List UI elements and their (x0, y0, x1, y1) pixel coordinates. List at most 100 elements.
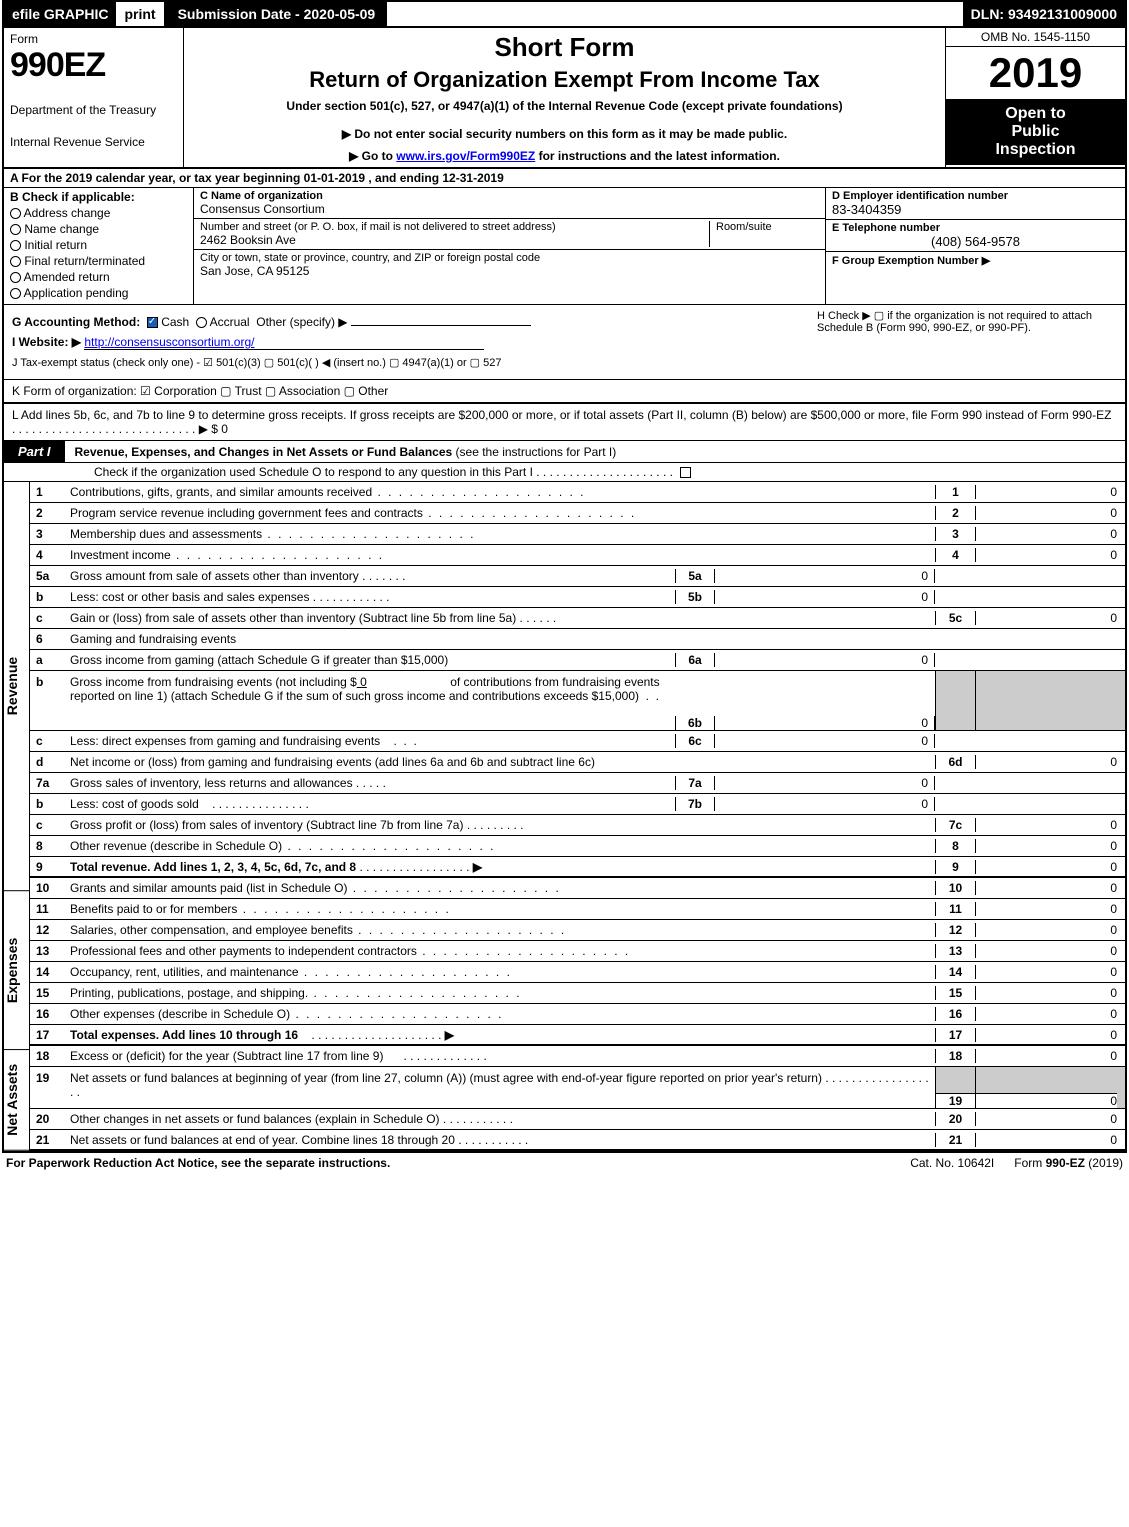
d-label: D Employer identification number (832, 190, 1008, 202)
part1-tab: Part I (4, 441, 65, 462)
c-addr-box: Number and street (or P. O. box, if mail… (194, 219, 825, 250)
col-b: B Check if applicable: Address change Na… (4, 188, 194, 304)
b-header: B Check if applicable: (10, 190, 187, 204)
cat-no: Cat. No. 10642I (890, 1156, 1014, 1170)
col-c: C Name of organization Consensus Consort… (194, 188, 825, 304)
tax-year: 2019 (946, 47, 1125, 99)
part1-check: Check if the organization used Schedule … (4, 463, 1125, 482)
i-line: I Website: ▶ http://consensusconsortium.… (12, 335, 1117, 350)
sidebar-netassets: Net Assets (4, 1050, 29, 1151)
sidebar: Revenue Expenses Net Assets (4, 482, 30, 1151)
row-11: 11 Benefits paid to or for members 11 0 (30, 899, 1125, 920)
print-button[interactable]: print (116, 2, 165, 26)
arrow-icon: ▶ (445, 1028, 458, 1042)
form-word: Form (10, 32, 177, 46)
room-suite: Room/suite (709, 221, 819, 247)
sidebar-revenue: Revenue (4, 482, 29, 891)
form-ref: Form 990-EZ (2019) (1014, 1156, 1123, 1170)
org-addr: 2462 Booksin Ave (200, 233, 296, 247)
open1: Open to (946, 105, 1125, 123)
dln-label: DLN: 93492131009000 (963, 2, 1125, 26)
goto-post: for instructions and the latest informat… (535, 149, 780, 163)
g-label: G Accounting Method: (12, 315, 140, 329)
f-label: F Group Exemption Number ▶ (832, 255, 990, 267)
b-pending[interactable]: Application pending (10, 286, 187, 300)
do-not-enter: ▶ Do not enter social security numbers o… (190, 127, 939, 141)
g-accrual-check[interactable] (196, 317, 207, 328)
row-14: 14 Occupancy, rent, utilities, and maint… (30, 962, 1125, 983)
line-items: 1 Contributions, gifts, grants, and simi… (30, 482, 1125, 1151)
header-right: OMB No. 1545-1150 2019 Open to Public In… (945, 28, 1125, 167)
e-box: E Telephone number (408) 564-9578 (826, 220, 1125, 252)
body-grid: Revenue Expenses Net Assets 1 Contributi… (4, 482, 1125, 1151)
row-20: 20 Other changes in net assets or fund b… (30, 1109, 1125, 1130)
row-3: 3 Membership dues and assessments 3 0 (30, 524, 1125, 545)
g-accrual: Accrual (210, 315, 250, 329)
row-4: 4 Investment income 4 0 (30, 545, 1125, 566)
topbar-spacer (387, 2, 962, 26)
dept-treasury: Department of the Treasury (10, 103, 177, 117)
row-21: 21 Net assets or fund balances at end of… (30, 1130, 1125, 1151)
row-15: 15 Printing, publications, postage, and … (30, 983, 1125, 1004)
row-7c: c Gross profit or (loss) from sales of i… (30, 815, 1125, 836)
omb-number: OMB No. 1545-1150 (946, 28, 1125, 47)
dept-irs: Internal Revenue Service (10, 135, 177, 149)
g-other-input[interactable] (351, 325, 531, 326)
top-bar: efile GRAPHIC print Submission Date - 20… (4, 2, 1125, 28)
e-label: E Telephone number (832, 222, 940, 234)
row-16: 16 Other expenses (describe in Schedule … (30, 1004, 1125, 1025)
row-1: 1 Contributions, gifts, grants, and simi… (30, 482, 1125, 503)
form-header: Form 990EZ Department of the Treasury In… (4, 28, 1125, 169)
website-link[interactable]: http://consensusconsortium.org/ (84, 335, 484, 350)
row-12: 12 Salaries, other compensation, and emp… (30, 920, 1125, 941)
row-6: 6 Gaming and fundraising events (30, 629, 1125, 650)
line-a: A For the 2019 calendar year, or tax yea… (4, 169, 1125, 188)
page-footer: For Paperwork Reduction Act Notice, see … (0, 1153, 1129, 1173)
row-6a: a Gross income from gaming (attach Sched… (30, 650, 1125, 671)
g-cash: Cash (161, 315, 189, 329)
row-18: 18 Excess or (deficit) for the year (Sub… (30, 1046, 1125, 1067)
ein: 83-3404359 (832, 202, 1119, 217)
open2: Public (946, 123, 1125, 141)
header-center: Short Form Return of Organization Exempt… (184, 28, 945, 167)
row-13: 13 Professional fees and other payments … (30, 941, 1125, 962)
col-def: D Employer identification number 83-3404… (825, 188, 1125, 304)
row-19: 19 Net assets or fund balances at beginn… (30, 1067, 1125, 1109)
c-name-label: C Name of organization (200, 190, 323, 202)
row-17: 17 Total expenses. Add lines 10 through … (30, 1025, 1125, 1046)
paperwork-notice: For Paperwork Reduction Act Notice, see … (6, 1156, 890, 1170)
open-to-public: Open to Public Inspection (946, 99, 1125, 165)
b-amended[interactable]: Amended return (10, 270, 187, 284)
j-line: J Tax-exempt status (check only one) - ☑… (12, 356, 1117, 369)
goto-pre: ▶ Go to (349, 149, 396, 163)
sidebar-expenses: Expenses (4, 891, 29, 1050)
g-cash-check[interactable] (147, 317, 158, 328)
header-left: Form 990EZ Department of the Treasury In… (4, 28, 184, 167)
b-addr-change[interactable]: Address change (10, 206, 187, 220)
b-initial[interactable]: Initial return (10, 238, 187, 252)
row-9: 9 Total revenue. Add lines 1, 2, 3, 4, 5… (30, 857, 1125, 878)
row-7a: 7a Gross sales of inventory, less return… (30, 773, 1125, 794)
b-name-change[interactable]: Name change (10, 222, 187, 236)
open3: Inspection (946, 141, 1125, 159)
goto-link[interactable]: www.irs.gov/Form990EZ (396, 149, 535, 163)
part1-title: Revenue, Expenses, and Changes in Net As… (65, 445, 1125, 459)
row-8: 8 Other revenue (describe in Schedule O)… (30, 836, 1125, 857)
i-label: I Website: ▶ (12, 335, 81, 349)
form-number: 990EZ (10, 46, 177, 85)
row-5b: b Less: cost or other basis and sales ex… (30, 587, 1125, 608)
g-other: Other (specify) ▶ (256, 315, 347, 329)
part1-checkbox[interactable] (680, 467, 691, 478)
row-2: 2 Program service revenue including gove… (30, 503, 1125, 524)
return-title: Return of Organization Exempt From Incom… (190, 67, 939, 93)
l-line: L Add lines 5b, 6c, and 7b to line 9 to … (4, 404, 1125, 441)
row-5c: c Gain or (loss) from sale of assets oth… (30, 608, 1125, 629)
b-final[interactable]: Final return/terminated (10, 254, 187, 268)
c-name-box: C Name of organization Consensus Consort… (194, 188, 825, 219)
c-city-box: City or town, state or province, country… (194, 250, 825, 280)
row-7b: b Less: cost of goods sold . . . . . . .… (30, 794, 1125, 815)
form-page: efile GRAPHIC print Submission Date - 20… (2, 0, 1127, 1153)
short-form-title: Short Form (190, 32, 939, 63)
section-ghij: H Check ▶ ▢ if the organization is not r… (4, 305, 1125, 380)
f-box: F Group Exemption Number ▶ (826, 252, 1125, 269)
